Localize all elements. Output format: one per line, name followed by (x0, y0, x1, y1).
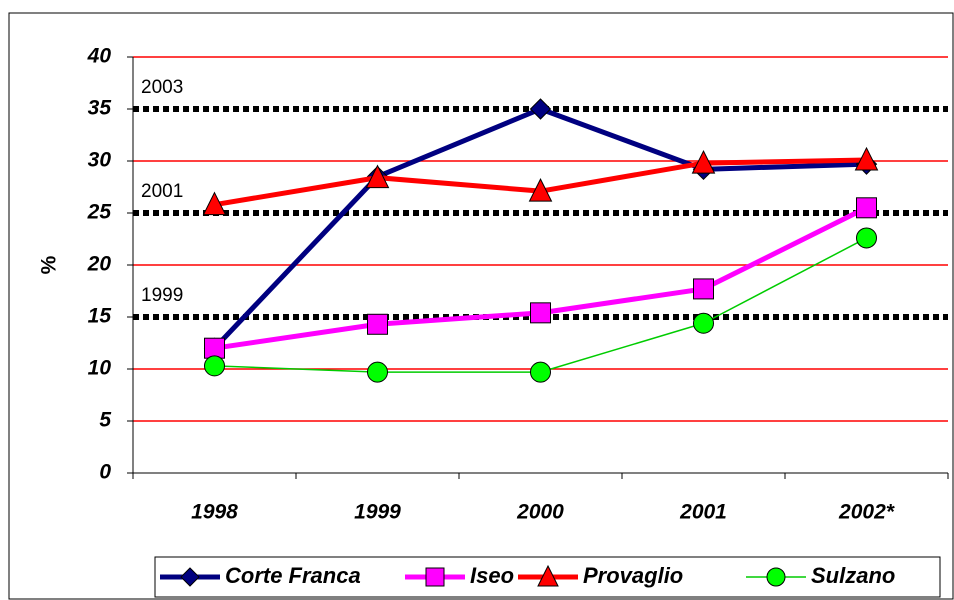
series-line (214, 205, 868, 351)
legend-label: Corte Franca (225, 563, 361, 588)
marker (204, 337, 225, 359)
y-tick-label: 0 (99, 461, 111, 484)
x-tick-label: 2001 (679, 501, 727, 524)
reference-label: 1999 (141, 285, 183, 306)
marker (856, 227, 877, 249)
marker (530, 361, 551, 383)
y-axis-label: % (38, 255, 61, 274)
y-tick-label: 30 (88, 149, 112, 172)
y-tick-label: 35 (88, 97, 112, 120)
marker (691, 149, 716, 174)
y-tick-label: 10 (88, 357, 112, 380)
marker (365, 164, 390, 189)
reference-label: 2003 (141, 77, 183, 98)
marker (528, 178, 553, 202)
marker (537, 564, 559, 587)
y-tick-label: 15 (88, 305, 112, 328)
marker (202, 191, 227, 216)
marker (693, 278, 714, 300)
marker (854, 146, 879, 171)
reference-label: 2001 (141, 181, 183, 202)
y-tick-label: 25 (87, 201, 112, 224)
marker (425, 567, 445, 587)
marker (766, 567, 786, 587)
x-tick-label: 2002* (838, 501, 895, 524)
marker (693, 312, 714, 334)
y-tick-label: 40 (87, 45, 112, 68)
legend-label: Sulzano (811, 563, 895, 588)
marker (367, 361, 388, 383)
x-tick-label: 2000 (516, 501, 564, 524)
legend-box (154, 556, 941, 598)
y-tick-label: 20 (87, 253, 112, 276)
marker (530, 302, 551, 324)
y-tick-label: 5 (99, 409, 111, 432)
marker (180, 567, 200, 587)
marker (204, 355, 225, 377)
marker (529, 98, 552, 120)
marker (856, 197, 877, 219)
legend-label: Provaglio (583, 563, 683, 588)
x-tick-label: 1999 (354, 501, 401, 524)
legend-label: Iseo (470, 563, 514, 588)
x-tick-label: 1998 (191, 501, 238, 524)
chart-border (8, 12, 954, 600)
marker (367, 313, 388, 335)
